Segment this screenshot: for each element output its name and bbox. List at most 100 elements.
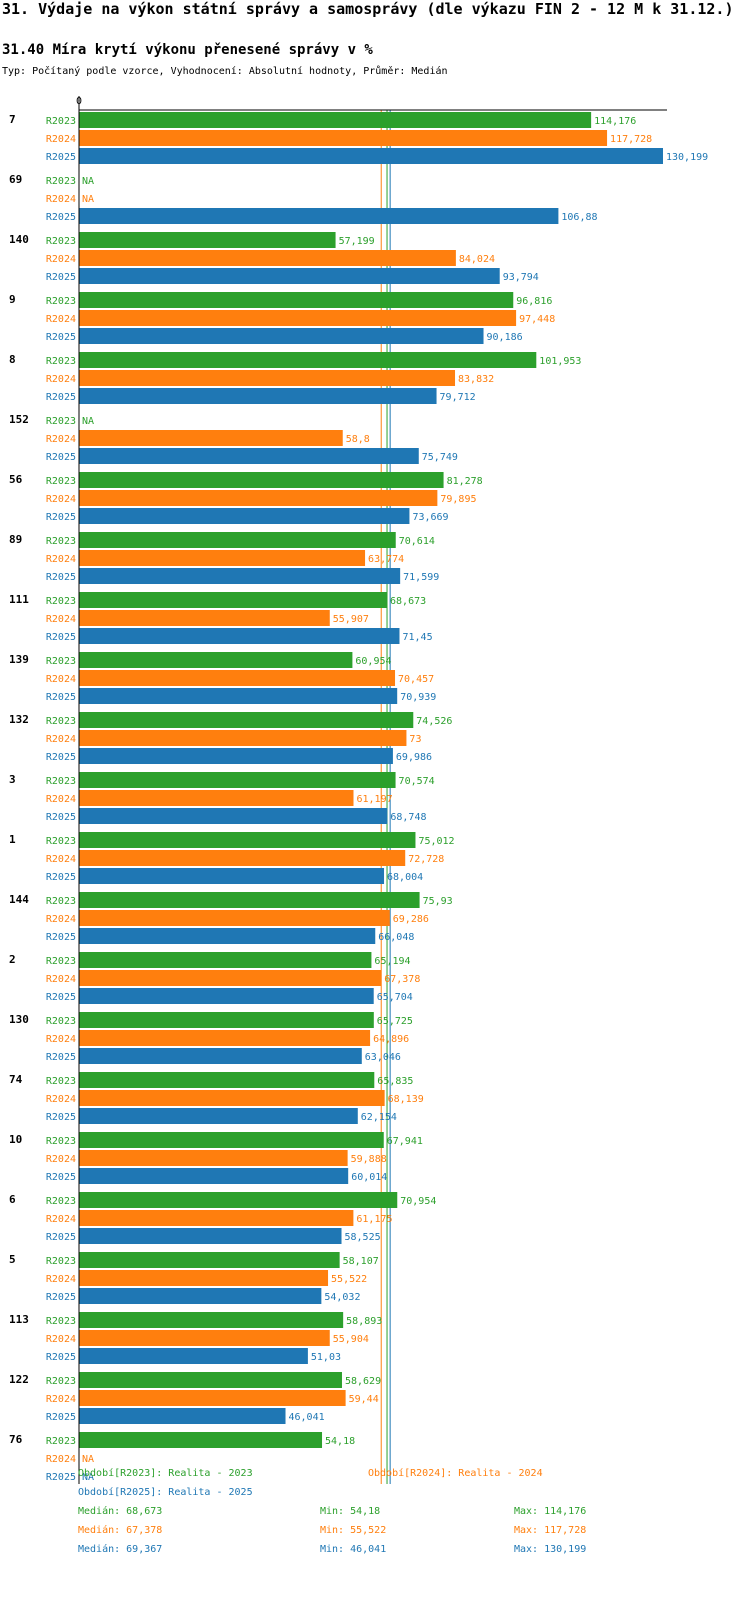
data-label: 60,954: [355, 656, 391, 667]
bar: [79, 250, 456, 266]
series-label: R2023: [46, 356, 76, 367]
bar: [79, 1108, 358, 1124]
data-label: 93,794: [503, 272, 539, 283]
bar: [79, 1090, 385, 1106]
bar: [79, 1012, 374, 1028]
data-label: 58,629: [345, 1376, 381, 1387]
data-label: 59,888: [351, 1154, 387, 1165]
series-label: R2025: [46, 752, 76, 763]
stat-min-r2024: Min: 55,522: [320, 1525, 386, 1536]
series-label: R2024: [46, 434, 76, 445]
series-label: R2025: [46, 392, 76, 403]
bar: [79, 892, 420, 908]
bar: [79, 550, 366, 566]
series-label: R2025: [46, 992, 76, 1003]
bar: [79, 490, 438, 506]
series-label: R2025: [46, 272, 76, 283]
stat-max-r2025: Max: 130,199: [514, 1544, 586, 1555]
series-label: R2025: [46, 1172, 76, 1183]
bar: [79, 430, 343, 446]
series-label: R2024: [46, 614, 76, 625]
data-label: 72,728: [408, 854, 444, 865]
series-label: R2024: [46, 794, 76, 805]
series-label: R2023: [46, 776, 76, 787]
legend-period-r2023: Období[R2023]: Realita - 2023: [78, 1467, 253, 1479]
series-label: R2023: [46, 896, 76, 907]
series-label: R2024: [46, 1094, 76, 1105]
series-label: R2025: [46, 692, 76, 703]
data-label: 84,024: [459, 254, 495, 265]
data-label: 75,93: [423, 896, 453, 907]
bar: [79, 532, 396, 548]
series-label: R2023: [46, 1436, 76, 1447]
series-label: R2025: [46, 332, 76, 343]
data-label: 114,176: [594, 116, 636, 127]
data-label: 73: [409, 734, 421, 745]
data-label: 70,614: [399, 536, 435, 547]
stat-median-r2023: Medián: 68,673: [78, 1505, 162, 1517]
data-label: 70,939: [400, 692, 436, 703]
series-label: R2024: [46, 1394, 76, 1405]
group-label: 113: [9, 1313, 29, 1326]
bar: [79, 748, 393, 764]
data-label: 58,107: [343, 1256, 379, 1267]
series-label: R2023: [46, 1376, 76, 1387]
data-label: 74,526: [416, 716, 452, 727]
bar: [79, 952, 372, 968]
series-label: R2023: [46, 536, 76, 547]
data-label: 97,448: [519, 314, 555, 325]
bar: [79, 868, 385, 884]
data-label: 55,904: [333, 1334, 369, 1345]
data-label: 70,954: [400, 1196, 436, 1207]
data-label: 69,986: [396, 752, 432, 763]
bar: [79, 712, 414, 728]
data-label: 69,286: [393, 914, 429, 925]
stat-median-r2024: Medián: 67,378: [78, 1524, 162, 1536]
data-label: 75,749: [422, 452, 458, 463]
series-label: R2025: [46, 212, 76, 223]
series-label: R2025: [46, 1352, 76, 1363]
data-label: 75,012: [418, 836, 454, 847]
data-label: 79,712: [440, 392, 476, 403]
bar: [79, 1348, 308, 1364]
bar: [79, 970, 382, 986]
series-label: R2024: [46, 674, 76, 685]
series-label: R2023: [46, 416, 76, 427]
bar: [79, 592, 388, 608]
bar: [79, 928, 376, 944]
bar: [79, 1288, 322, 1304]
bar: [79, 670, 396, 686]
bar: [79, 448, 419, 464]
bar: [79, 1432, 323, 1448]
bar: [79, 268, 500, 284]
group-label: 140: [9, 233, 29, 246]
bar: [79, 148, 663, 164]
stat-min-r2025: Min: 46,041: [320, 1544, 386, 1555]
data-label: 63,046: [365, 1052, 401, 1063]
bar: [79, 1270, 329, 1286]
series-label: R2025: [46, 1292, 76, 1303]
na-label: NA: [82, 1454, 94, 1465]
series-label: R2025: [46, 632, 76, 643]
series-label: R2025: [46, 452, 76, 463]
series-label: R2023: [46, 716, 76, 727]
legend-period-r2025: Období[R2025]: Realita - 2025: [78, 1486, 253, 1498]
series-label: R2025: [46, 1472, 76, 1483]
group-label: 76: [9, 1433, 23, 1446]
data-label: 68,673: [390, 596, 426, 607]
data-label: 65,194: [374, 956, 410, 967]
series-label: R2023: [46, 836, 76, 847]
data-label: 71,45: [402, 632, 432, 643]
bar: [79, 1408, 286, 1424]
stat-max-r2024: Max: 117,728: [514, 1525, 586, 1536]
series-label: R2024: [46, 914, 76, 925]
bar: [79, 1192, 398, 1208]
bar: [79, 772, 396, 788]
series-label: R2024: [46, 854, 76, 865]
series-label: R2024: [46, 554, 76, 565]
data-label: 83,832: [458, 374, 494, 385]
data-label: 58,893: [346, 1316, 382, 1327]
series-label: R2024: [46, 1334, 76, 1345]
legend-period-r2024: Období[R2024]: Realita - 2024: [368, 1467, 543, 1479]
